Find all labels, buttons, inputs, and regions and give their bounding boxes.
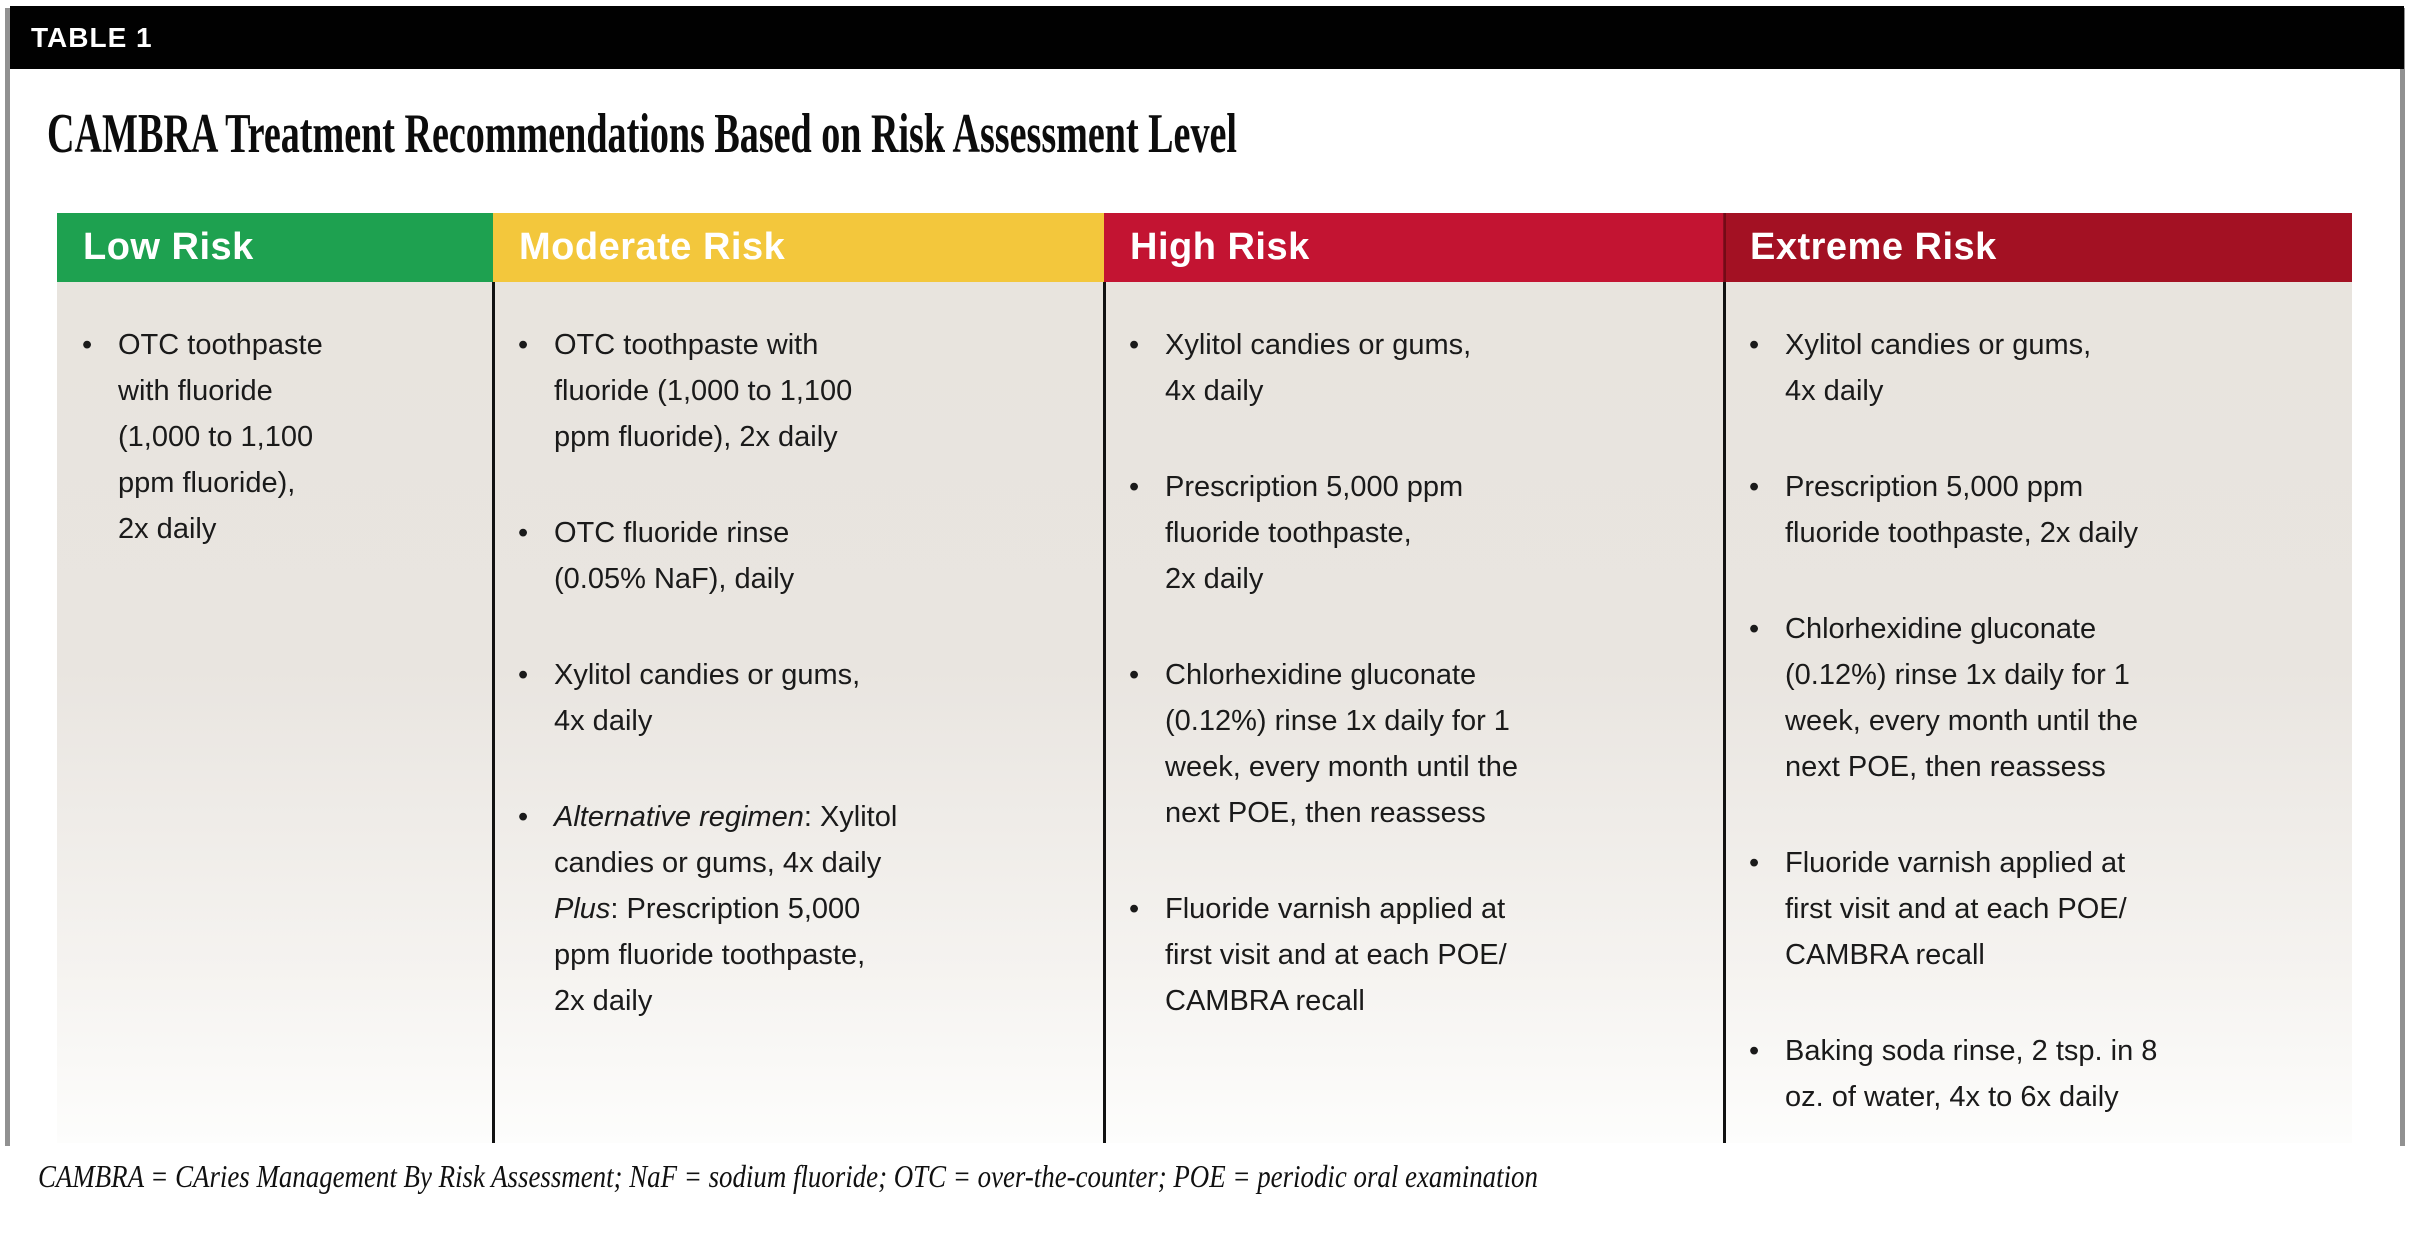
treatment-item: • Alternative regimen: Xylitol candies or… <box>518 794 1082 1024</box>
bullet-marker: • <box>1749 471 1760 503</box>
column-low-risk: Low Risk • OTC toothpaste with fluoride (… <box>57 213 493 1143</box>
column-extreme-risk: Extreme Risk • Xylitol candies or gums, 4… <box>1724 213 2352 1143</box>
bullet-marker: • <box>1749 1035 1760 1067</box>
treatment-text: OTC toothpaste with fluoride (1,000 to 1… <box>118 329 323 545</box>
bullet-marker: • <box>518 329 529 361</box>
column-header-moderate-risk: Moderate Risk <box>493 213 1104 282</box>
table-title: CAMBRA Treatment Recommendations Based o… <box>47 103 1237 165</box>
column-body-moderate-risk: • OTC toothpaste with fluoride (1,000 to … <box>493 282 1104 1143</box>
column-header-extreme-risk: Extreme Risk <box>1724 213 2352 282</box>
treatment-item: • Fluoride varnish applied at first visit… <box>1749 840 2330 978</box>
footnote: CAMBRA = CAries Management By Risk Asses… <box>38 1158 1538 1194</box>
treatment-text: Alternative regimen: Xylitol candies or … <box>554 801 898 1017</box>
treatment-text: Chlorhexidine gluconate (0.12%) rinse 1x… <box>1785 613 2139 783</box>
column-header-label: Moderate Risk <box>519 226 786 268</box>
treatment-text: Prescription 5,000 ppm fluoride toothpas… <box>1785 471 2139 549</box>
bullet-marker: • <box>1749 329 1760 361</box>
risk-assessment-table: Low Risk • OTC toothpaste with fluoride (… <box>57 213 2352 1143</box>
treatment-text: Xylitol candies or gums, 4x daily <box>1785 329 2092 407</box>
header-divider <box>1723 213 1726 282</box>
bullet-marker: • <box>1129 471 1140 503</box>
treatment-text: Baking soda rinse, 2 tsp. in 8 oz. of wa… <box>1785 1035 2158 1113</box>
treatment-item: • Fluoride varnish applied at first visit… <box>1129 886 1702 1024</box>
treatment-item: • Xylitol candies or gums, 4x daily <box>1749 322 2330 414</box>
bullet-marker: • <box>1129 329 1140 361</box>
treatment-text: Fluoride varnish applied at first visit … <box>1165 893 1507 1017</box>
column-moderate-risk: Moderate Risk • OTC toothpaste with fluor… <box>493 213 1104 1143</box>
treatment-item: • Xylitol candies or gums, 4x daily <box>1129 322 1702 414</box>
table-label-bar: TABLE 1 <box>10 6 2404 69</box>
bullet-marker: • <box>1749 613 1760 645</box>
treatment-text: Xylitol candies or gums, 4x daily <box>1165 329 1472 407</box>
column-body-extreme-risk: • Xylitol candies or gums, 4x daily • Presc… <box>1724 282 2352 1143</box>
treatment-text: OTC toothpaste with fluoride (1,000 to 1… <box>554 329 853 453</box>
column-divider <box>492 282 495 1143</box>
treatment-text: Prescription 5,000 ppm fluoride toothpas… <box>1165 471 1464 595</box>
column-header-low-risk: Low Risk <box>57 213 493 282</box>
bullet-marker: • <box>82 329 93 361</box>
column-header-label: High Risk <box>1130 226 1310 268</box>
column-divider <box>1103 282 1106 1143</box>
column-body-high-risk: • Xylitol candies or gums, 4x daily • Presc… <box>1104 282 1724 1143</box>
bullet-marker: • <box>1129 893 1140 925</box>
column-body-low-risk: • OTC toothpaste with fluoride (1,000 to … <box>57 282 493 1143</box>
treatment-item: • Prescription 5,000 ppm fluoride toothpa… <box>1749 464 2330 556</box>
bullet-marker: • <box>518 801 529 833</box>
treatment-item: • Xylitol candies or gums, 4x daily <box>518 652 1082 744</box>
treatment-item: • OTC fluoride rinse (0.05% NaF), daily <box>518 510 1082 602</box>
bullet-marker: • <box>1129 659 1140 691</box>
treatment-item: • OTC toothpaste with fluoride (1,000 to … <box>82 322 471 552</box>
treatment-item: • Chlorhexidine gluconate (0.12%) rinse 1… <box>1129 652 1702 836</box>
treatment-item: • OTC toothpaste with fluoride (1,000 to … <box>518 322 1082 460</box>
treatment-text: Fluoride varnish applied at first visit … <box>1785 847 2127 971</box>
column-header-label: Low Risk <box>83 226 254 268</box>
treatment-text: OTC fluoride rinse (0.05% NaF), daily <box>554 517 795 595</box>
treatment-text: Xylitol candies or gums, 4x daily <box>554 659 861 737</box>
bullet-marker: • <box>518 517 529 549</box>
treatment-item: • Chlorhexidine gluconate (0.12%) rinse 1… <box>1749 606 2330 790</box>
column-high-risk: High Risk • Xylitol candies or gums, 4x d… <box>1104 213 1724 1143</box>
column-header-high-risk: High Risk <box>1104 213 1724 282</box>
treatment-text: Chlorhexidine gluconate (0.12%) rinse 1x… <box>1165 659 1519 829</box>
column-header-label: Extreme Risk <box>1750 226 1997 268</box>
column-divider <box>1723 282 1726 1143</box>
bullet-marker: • <box>518 659 529 691</box>
bullet-marker: • <box>1749 847 1760 879</box>
treatment-item: • Baking soda rinse, 2 tsp. in 8 oz. of w… <box>1749 1028 2330 1120</box>
treatment-item: • Prescription 5,000 ppm fluoride toothpa… <box>1129 464 1702 602</box>
table-label: TABLE 1 <box>31 21 153 53</box>
